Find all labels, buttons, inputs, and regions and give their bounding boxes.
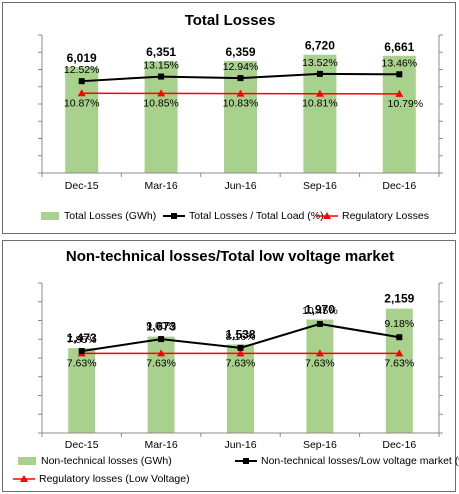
percent-value-label: 9.18% xyxy=(384,318,414,330)
legend-square-marker xyxy=(243,458,249,464)
percent-point xyxy=(237,344,244,351)
legend-label: Non-technical losses (GWh) xyxy=(41,455,172,467)
x-tick-label: Mar-16 xyxy=(144,180,177,192)
regulatory-value-label: 7.63% xyxy=(146,357,176,369)
bar-value-label: 6,019 xyxy=(67,51,97,65)
non-technical-losses-chart: Non-technical losses/Total low voltage m… xyxy=(13,248,459,485)
percent-point xyxy=(158,336,165,343)
x-tick-label: Dec-16 xyxy=(382,439,416,451)
legend-square-marker xyxy=(171,213,177,219)
percent-point xyxy=(396,334,403,341)
legend-label: Non-technical losses/Low voltage market … xyxy=(261,455,459,467)
x-tick-label: Mar-16 xyxy=(144,439,177,451)
legend-label: Regulatory losses (Low Voltage) xyxy=(39,473,190,485)
bar-value-label: 2,159 xyxy=(384,292,414,306)
percent-point xyxy=(316,70,323,77)
chart-title: Non-technical losses/Total low voltage m… xyxy=(66,248,394,265)
legend-bar-swatch xyxy=(18,457,36,465)
percent-value-label: 12.94% xyxy=(223,61,259,73)
regulatory-value-label: 7.63% xyxy=(305,357,335,369)
bar-dec-15 xyxy=(65,67,99,173)
regulatory-point xyxy=(395,349,404,357)
regulatory-point xyxy=(157,349,166,357)
bar-value-label: 6,720 xyxy=(305,39,335,53)
percent-point xyxy=(237,75,244,82)
percent-value-label: 13.52% xyxy=(302,57,338,69)
bar-dec-16 xyxy=(385,308,413,433)
bar-value-label: 6,351 xyxy=(146,45,176,59)
x-tick-label: Jun-16 xyxy=(224,180,256,192)
percent-point xyxy=(396,71,403,78)
percent-value-label: 10.45% xyxy=(302,305,338,317)
percent-value-label: 9.00% xyxy=(146,320,176,332)
bar-mar-16 xyxy=(144,61,178,174)
regulatory-value-label: 10.81% xyxy=(302,98,338,110)
bar-jun-16 xyxy=(227,344,254,433)
regulatory-value-label: 7.63% xyxy=(226,357,256,369)
legend-label: Regulatory Losses xyxy=(342,210,429,222)
legend-triangle-marker xyxy=(323,212,331,219)
bar-value-label: 1,538 xyxy=(225,327,255,341)
regulatory-value-label: 10.79% xyxy=(387,98,423,110)
legend-triangle-marker xyxy=(20,475,28,482)
percent-point xyxy=(316,320,323,327)
bar-value-label: 1,473 xyxy=(67,331,97,345)
total-losses-chart: Total Losses Dec-15 Mar-16 Jun-16 Sep-16 Dec-… xyxy=(38,12,443,222)
bar-value-label: 6,359 xyxy=(225,45,255,59)
regulatory-value-label: 10.87% xyxy=(64,97,100,109)
bar-sep-16 xyxy=(306,319,334,433)
legend-label: Total Losses / Total Load (%) xyxy=(189,210,324,222)
bar-value-label: 1,970 xyxy=(305,303,335,317)
x-tick-label: Dec-16 xyxy=(382,180,416,192)
regulatory-value-label: 7.63% xyxy=(67,357,97,369)
percent-value-label: 7.85% xyxy=(67,334,97,346)
regulatory-point xyxy=(236,349,245,357)
regulatory-point xyxy=(157,89,166,97)
legend-bar-swatch xyxy=(41,212,59,220)
percent-value-label: 13.46% xyxy=(381,57,417,69)
percent-value-label: 13.15% xyxy=(143,60,179,72)
regulatory-value-label: 7.63% xyxy=(384,357,414,369)
percent-point xyxy=(158,73,165,80)
bar-dec-15 xyxy=(68,348,96,433)
total-losses-chart-panel: Total Losses Dec-15 Mar-16 Jun-16 Sep-16 Dec-… xyxy=(2,2,456,234)
x-tick-label: Sep-16 xyxy=(303,439,337,451)
bar-value-label: 1,673 xyxy=(146,320,176,334)
legend-label: Total Losses (GWh) xyxy=(64,210,156,222)
regulatory-point xyxy=(315,89,324,97)
regulatory-value-label: 10.83% xyxy=(223,98,259,110)
percent-point xyxy=(78,348,85,355)
x-tick-label: Dec-15 xyxy=(65,439,99,451)
regulatory-point xyxy=(395,89,404,97)
x-tick-label: Dec-15 xyxy=(65,180,99,192)
percent-value-label: 12.52% xyxy=(64,64,100,76)
chart-title: Total Losses xyxy=(185,12,276,29)
regulatory-point xyxy=(315,349,324,357)
regulatory-point xyxy=(236,89,245,97)
regulatory-value-label: 10.85% xyxy=(143,97,179,109)
x-tick-label: Sep-16 xyxy=(303,180,337,192)
bar-value-label: 6,661 xyxy=(384,40,414,54)
regulatory-point xyxy=(77,89,86,97)
non-technical-losses-chart-panel: Non-technical losses/Total low voltage m… xyxy=(2,240,459,492)
x-tick-label: Jun-16 xyxy=(224,439,256,451)
percent-point xyxy=(78,78,85,85)
percent-value-label: 8.16% xyxy=(226,331,256,343)
